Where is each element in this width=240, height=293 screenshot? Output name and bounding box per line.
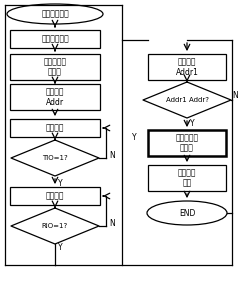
FancyBboxPatch shape	[10, 54, 100, 80]
FancyBboxPatch shape	[148, 54, 226, 80]
Text: Addr1 Addr?: Addr1 Addr?	[166, 97, 209, 103]
Text: RIO=1?: RIO=1?	[42, 223, 68, 229]
Text: 数据发送程序: 数据发送程序	[41, 9, 69, 18]
Text: 发送应答
数据: 发送应答 数据	[178, 168, 196, 188]
FancyBboxPatch shape	[10, 187, 100, 205]
Text: Y: Y	[58, 178, 62, 188]
Text: Y: Y	[132, 132, 136, 142]
Text: 发送等待: 发送等待	[46, 124, 64, 132]
Text: TIO=1?: TIO=1?	[42, 155, 68, 161]
FancyBboxPatch shape	[10, 84, 100, 110]
Text: 发送地址
Addr: 发送地址 Addr	[46, 87, 64, 107]
Text: N: N	[109, 151, 115, 159]
Text: Y: Y	[58, 243, 62, 253]
Text: END: END	[179, 209, 195, 217]
FancyBboxPatch shape	[148, 165, 226, 191]
FancyBboxPatch shape	[148, 130, 226, 156]
Ellipse shape	[7, 4, 103, 24]
FancyBboxPatch shape	[10, 119, 100, 137]
Text: 置发送数据
标志位: 置发送数据 标志位	[175, 133, 198, 153]
Text: N: N	[232, 91, 238, 100]
FancyBboxPatch shape	[10, 30, 100, 48]
Text: 接收地址
Addr1: 接收地址 Addr1	[176, 57, 198, 77]
Text: Y: Y	[190, 120, 194, 129]
Ellipse shape	[147, 201, 227, 225]
Text: 接收等待: 接收等待	[46, 192, 64, 200]
Text: N: N	[109, 219, 115, 227]
Text: 公公公公中公: 公公公公中公	[41, 35, 69, 43]
Text: 置发送地址
标志位: 置发送地址 标志位	[43, 57, 66, 77]
